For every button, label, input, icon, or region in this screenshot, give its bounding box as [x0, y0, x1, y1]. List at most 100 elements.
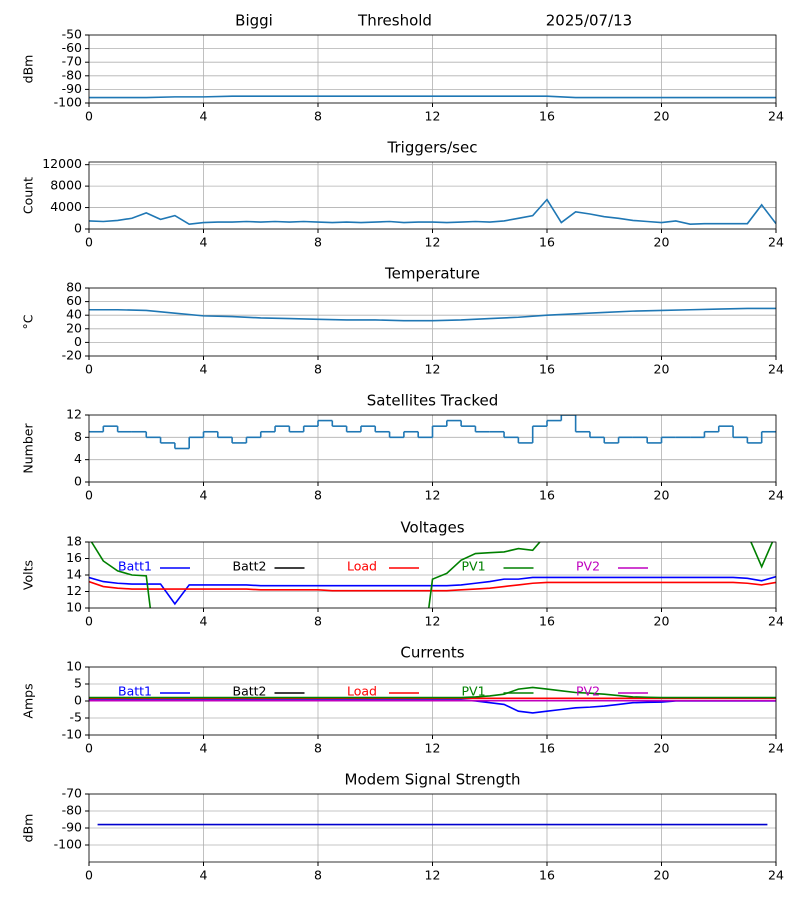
y-tick-label: -5 [70, 710, 82, 725]
panel: Currents Amps 0 4 8 12 16 20 24 -10 -5 0 5 10 Batt1 Bat… [21, 644, 784, 756]
legend-label: Batt2 [233, 559, 267, 574]
panel: Satellites Tracked Number 0 4 8 12 16 20 24 0 4 8 12 [21, 392, 784, 503]
series-line [90, 542, 774, 608]
x-tick-label: 4 [200, 109, 208, 124]
y-tick-label: 14 [66, 567, 82, 582]
y-axis-label: °C [21, 314, 36, 329]
series-line [89, 580, 776, 592]
y-tick-label: 8 [74, 429, 82, 444]
axes-frame [88, 541, 777, 609]
plot-area [89, 542, 776, 608]
x-tick-label: 20 [654, 741, 670, 756]
x-tick-label: 4 [200, 235, 208, 250]
y-tick-label: 20 [66, 320, 82, 335]
x-tick-label: 20 [654, 235, 670, 250]
series-line [89, 198, 776, 226]
y-tick-label: 10 [66, 600, 82, 615]
y-axis-label: Count [21, 177, 36, 214]
x-tick-label: 20 [654, 488, 670, 503]
y-tick-label: 8000 [50, 178, 82, 193]
x-tick-label: 4 [200, 362, 208, 377]
x-tick-label: 16 [539, 109, 555, 124]
x-tick-label: 16 [539, 362, 555, 377]
chart-title: Voltages [400, 519, 464, 537]
x-tick-label: 24 [768, 614, 784, 629]
y-tick-label: 0 [74, 693, 82, 708]
x-tick-label: 12 [425, 868, 441, 883]
chart-title: Satellites Tracked [367, 392, 498, 410]
axes-frame [88, 666, 777, 736]
y-tick-label: -20 [62, 348, 82, 363]
series-line [89, 95, 776, 99]
x-tick-label: 16 [539, 235, 555, 250]
x-tick-label: 0 [85, 109, 93, 124]
x-tick-label: 16 [539, 868, 555, 883]
y-tick-label: 12 [66, 583, 82, 598]
x-tick-label: 16 [539, 614, 555, 629]
x-tick-label: 0 [85, 868, 93, 883]
x-tick-label: 4 [200, 614, 208, 629]
legend-label: PV1 [462, 559, 486, 574]
plot-area [89, 95, 776, 99]
legend-label: Load [347, 684, 377, 699]
legend-label: PV1 [462, 684, 486, 699]
legend-label: PV2 [576, 684, 600, 699]
y-tick-label: -100 [54, 95, 82, 110]
series-line [89, 686, 776, 699]
y-axis-label: dBm [21, 55, 36, 84]
series-line [89, 575, 776, 606]
x-tick-label: 8 [314, 614, 322, 629]
axes-frame [88, 161, 777, 230]
y-tick-label: 5 [74, 676, 82, 691]
y-tick-label: -80 [62, 67, 82, 82]
plot-area [89, 198, 776, 226]
plot-area [89, 415, 776, 450]
y-tick-label: 0 [74, 221, 82, 236]
panel: Modem Signal Strength dBm 0 4 8 12 16 20 24 -100 -… [21, 771, 784, 883]
y-tick-label: -90 [62, 81, 82, 96]
x-tick-label: 0 [85, 362, 93, 377]
x-tick-label: 20 [654, 868, 670, 883]
y-tick-label: 0 [74, 334, 82, 349]
y-tick-label: 12 [66, 407, 82, 422]
chart-title: 2025/07/13 [546, 12, 632, 30]
y-tick-label: -100 [54, 837, 82, 852]
y-axis-label: Volts [21, 560, 36, 590]
y-tick-label: 80 [66, 280, 82, 295]
x-tick-label: 24 [768, 109, 784, 124]
x-tick-label: 24 [768, 362, 784, 377]
y-tick-label: -90 [62, 820, 82, 835]
y-tick-label: 16 [66, 550, 82, 565]
chart-title: Threshold [357, 12, 432, 30]
x-tick-label: 0 [85, 488, 93, 503]
plot-area [89, 307, 776, 322]
axes-frame [88, 287, 777, 357]
legend-label: Batt2 [233, 684, 267, 699]
x-tick-label: 8 [314, 235, 322, 250]
y-axis-label: Amps [21, 683, 36, 718]
panel: Biggi Threshold 2025/07/13 dBm 0 4 8 12 16 20 24 -1… [21, 12, 784, 124]
x-tick-label: 4 [200, 488, 208, 503]
axes-frame [88, 34, 777, 104]
series-line [89, 307, 776, 322]
x-tick-label: 0 [85, 741, 93, 756]
plot-area [89, 686, 776, 714]
x-tick-label: 8 [314, 741, 322, 756]
x-tick-label: 12 [425, 109, 441, 124]
legend-label: Load [347, 559, 377, 574]
x-tick-label: 20 [654, 109, 670, 124]
x-tick-label: 4 [200, 741, 208, 756]
x-tick-label: 8 [314, 488, 322, 503]
x-tick-label: 8 [314, 868, 322, 883]
x-tick-label: 12 [425, 488, 441, 503]
chart-title: Currents [400, 644, 464, 662]
y-tick-label: -50 [62, 27, 82, 42]
x-tick-label: 0 [85, 614, 93, 629]
y-tick-label: 40 [66, 307, 82, 322]
x-tick-label: 20 [654, 362, 670, 377]
y-axis-label: Number [21, 423, 36, 474]
axes-frame [88, 793, 777, 863]
chart-title: Triggers/sec [387, 139, 478, 157]
